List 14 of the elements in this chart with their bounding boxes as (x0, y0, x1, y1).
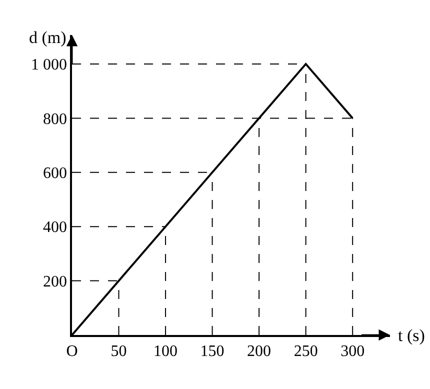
y-axis-title: d (m) (29, 28, 66, 47)
x-tick-label: 200 (247, 342, 272, 360)
x-tick-label: 300 (340, 342, 365, 360)
x-tick-label: O (66, 342, 78, 360)
y-tick-label: 800 (43, 110, 68, 128)
y-tick-label: 200 (43, 273, 68, 290)
y-tick-label: 400 (43, 219, 68, 236)
y-tick-label: 600 (43, 165, 68, 182)
x-tick-label: 50 (110, 342, 127, 360)
x-axis-title: t (s) (398, 326, 425, 345)
x-tick-label: 250 (294, 342, 318, 360)
y-tick-label: 1 000 (31, 56, 68, 74)
x-tick-label: 100 (154, 342, 178, 360)
x-tick-label: 150 (200, 342, 224, 360)
